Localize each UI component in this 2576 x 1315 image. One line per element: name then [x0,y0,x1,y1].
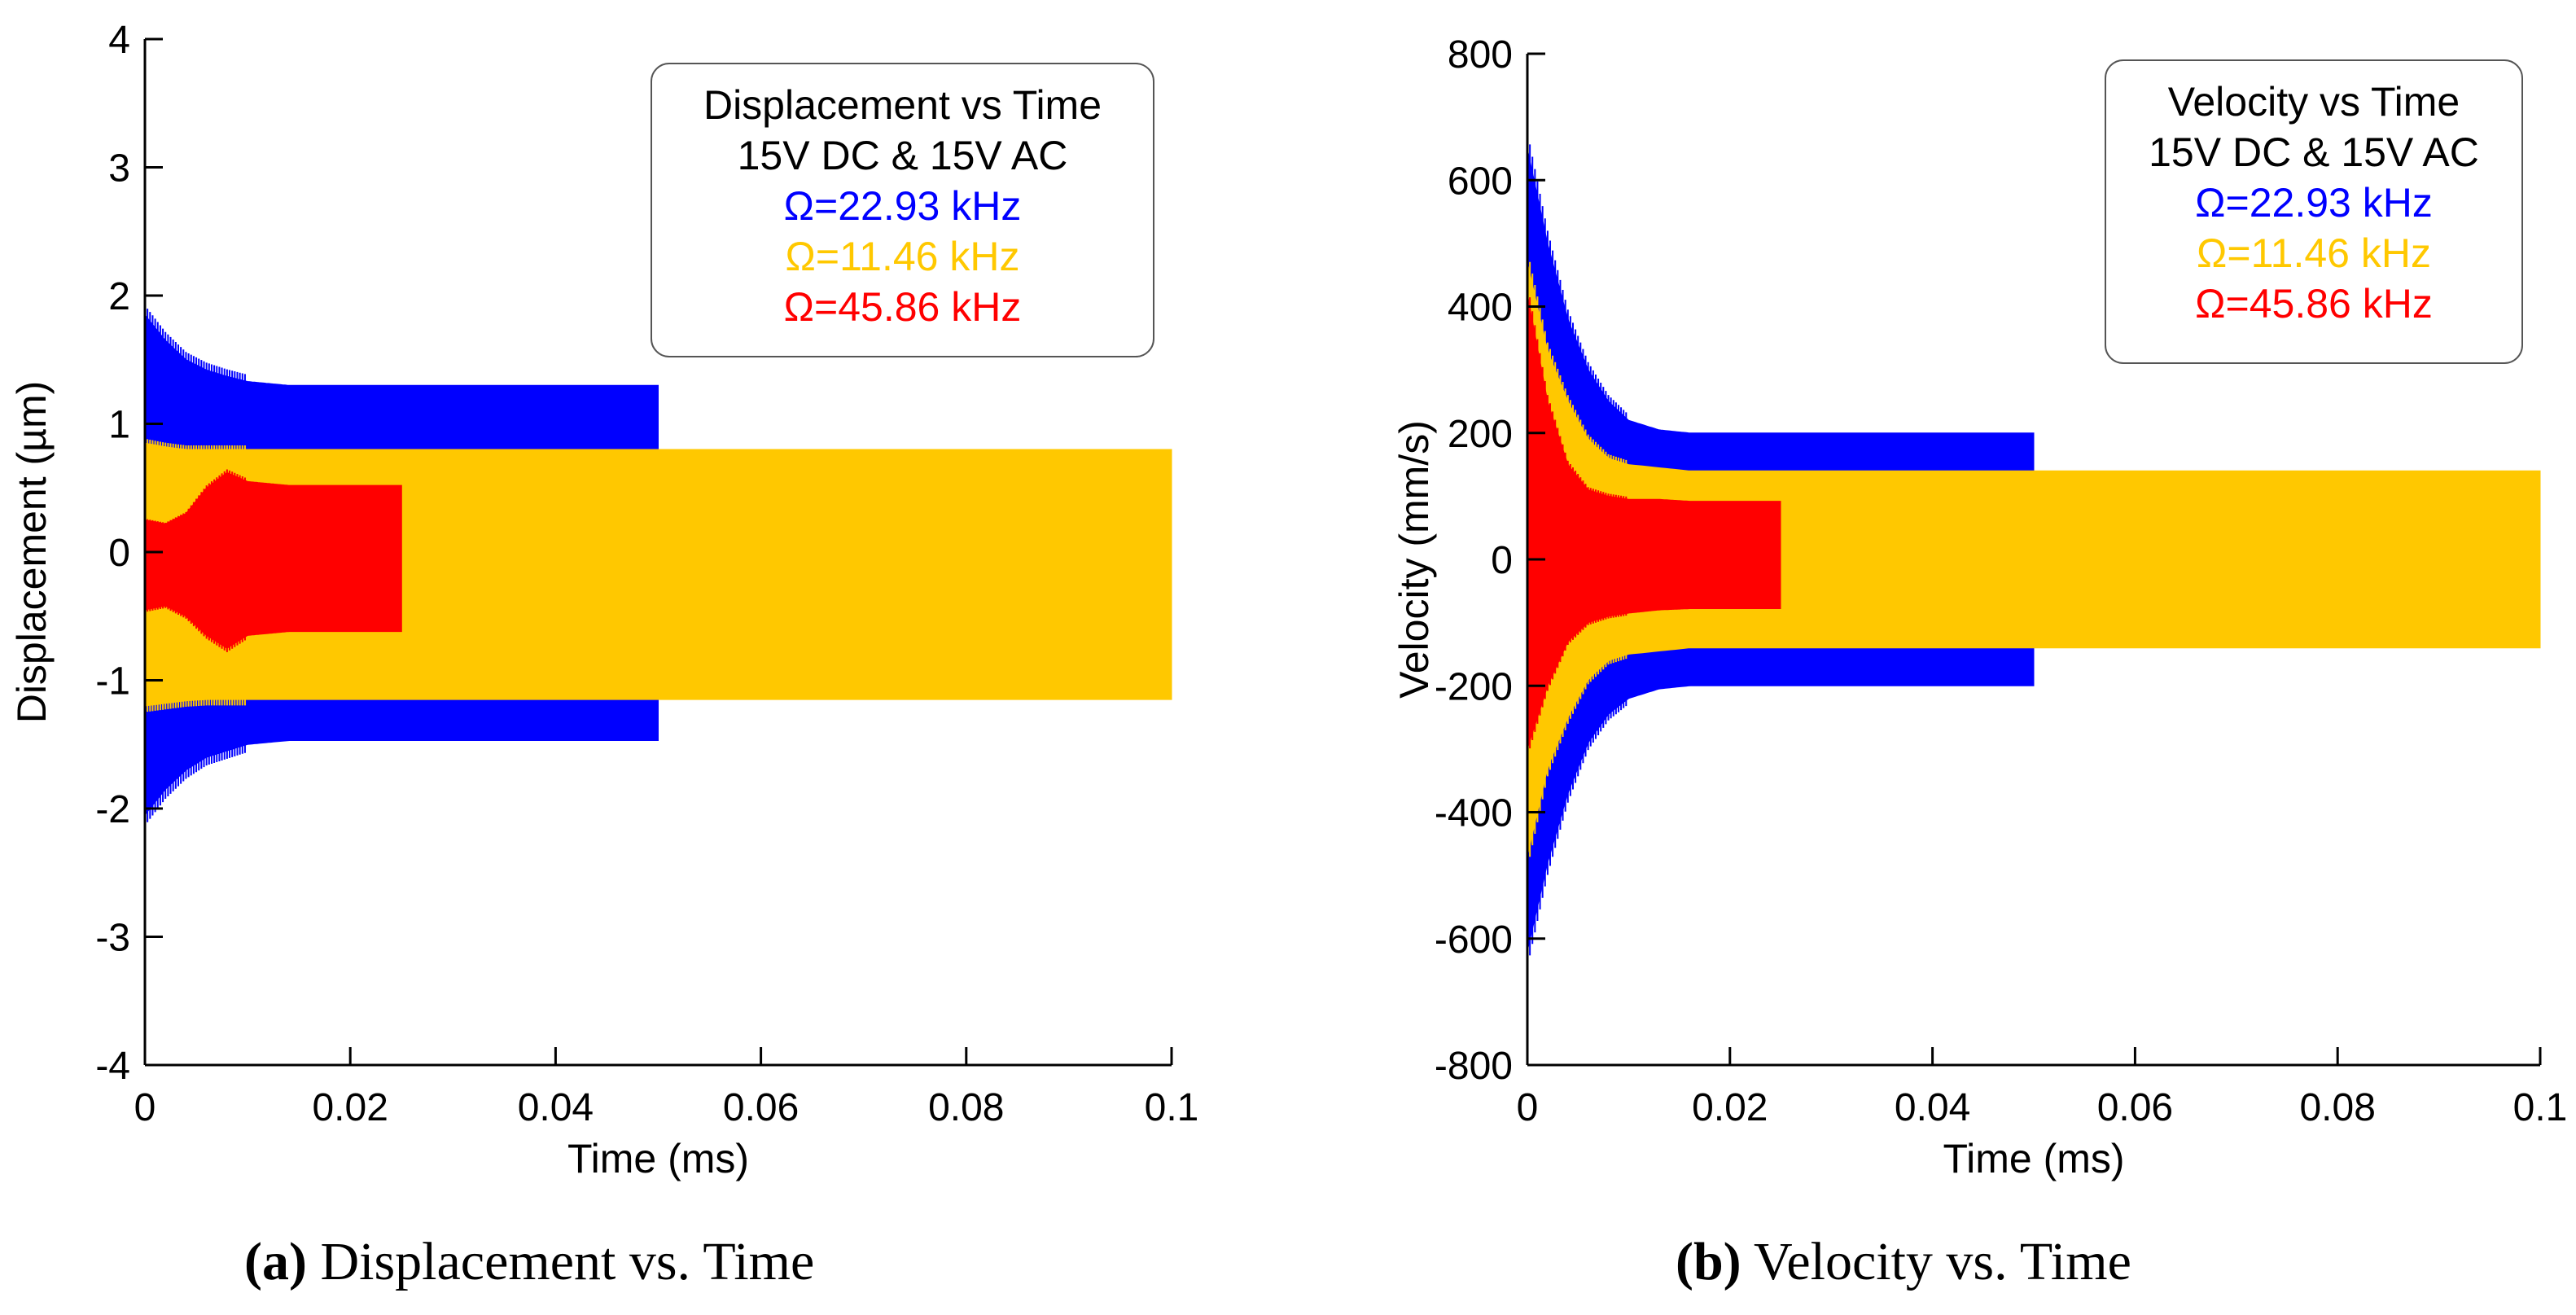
caption-b: (b) Velocity vs. Time [1676,1231,2131,1293]
panel-a-legend-title: 15V DC & 15V AC [738,133,1068,178]
panel-a-legend-box [651,63,1154,357]
panel-a-x-tick-label: 0.1 [1145,1086,1199,1129]
panel-b-legend-entry: Ω=45.86 kHz [2195,281,2433,327]
panel-a-y-tick-label: -2 [95,788,130,831]
caption-a: (a) Displacement vs. Time [244,1231,814,1293]
panel-b-y-tick-label: 400 [1448,287,1513,330]
panel-a-x-tick-label: 0.06 [723,1086,799,1129]
panel-b-y-tick-label: -600 [1435,918,1513,962]
panel-a-x-tick-label: 0.02 [312,1086,388,1129]
panel-a-y-tick-label: 4 [108,19,130,62]
panel-a-y-axis-label: Displacement (µm) [9,381,55,724]
panel-a-x-axis-label: Time (ms) [567,1136,749,1181]
panel-b-legend-entry: Ω=11.46 kHz [2197,230,2431,276]
panel-b-y-tick-label: -800 [1435,1045,1513,1088]
panel-b-x-tick-label: 0.06 [2097,1086,2173,1129]
panel-b-x-tick-label: 0.02 [1692,1086,1768,1129]
panel-a-y-tick-label: 1 [108,404,130,447]
panel-b-y-axis-label: Velocity (mm/s) [1391,420,1437,699]
panel-a-y-tick-label: 3 [108,147,130,191]
panel-a-y-tick-label: -4 [95,1045,130,1088]
caption-b-text: Velocity vs. Time [1741,1232,2131,1291]
panel-a-x-tick-label: 0 [134,1086,156,1129]
panel-b-x-tick-label: 0.04 [1895,1086,1970,1129]
panel-a-y-tick-label: -3 [95,917,130,960]
panel-b-legend-title: Velocity vs Time [2168,79,2460,125]
panel-b-legend-box [2105,59,2523,364]
panel-a-legend-entry: Ω=11.46 kHz [786,234,1020,279]
panel-b-x-tick-label: 0 [1517,1086,1539,1129]
panel-b-y-tick-label: 600 [1448,160,1513,203]
panel-a-x-tick-label: 0.04 [518,1086,594,1129]
panel-a-x-tick-label: 0.08 [928,1086,1004,1129]
panel-a-legend-title: Displacement vs Time [703,82,1102,128]
panel-b-y-tick-label: 0 [1491,539,1513,582]
panel-a-legend-entry: Ω=22.93 kHz [784,183,1022,229]
panel-b-x-tick-label: 0.1 [2513,1086,2568,1129]
panel-a-y-tick-label: 0 [108,532,130,575]
panel-b-legend-title: 15V DC & 15V AC [2149,129,2479,175]
panel-b-legend-entry: Ω=22.93 kHz [2195,180,2433,226]
panel-b-y-tick-label: -200 [1435,665,1513,708]
panel-b-y-tick-label: -400 [1435,792,1513,835]
caption-b-label: (b) [1676,1232,1741,1291]
panel-a-y-tick-label: -1 [95,660,130,704]
panel-b-y-tick-label: 800 [1448,33,1513,77]
caption-a-text: Displacement vs. Time [306,1232,815,1291]
panel-a-y-tick-label: 2 [108,275,130,318]
panel-b-x-tick-label: 0.08 [2299,1086,2375,1129]
caption-a-label: (a) [244,1232,307,1291]
panel-b-series-yellow [1527,262,2541,857]
panel-b-x-axis-label: Time (ms) [1943,1136,2124,1181]
panel-a-legend-entry: Ω=45.86 kHz [784,284,1022,330]
panel-b-y-tick-label: 200 [1448,413,1513,456]
